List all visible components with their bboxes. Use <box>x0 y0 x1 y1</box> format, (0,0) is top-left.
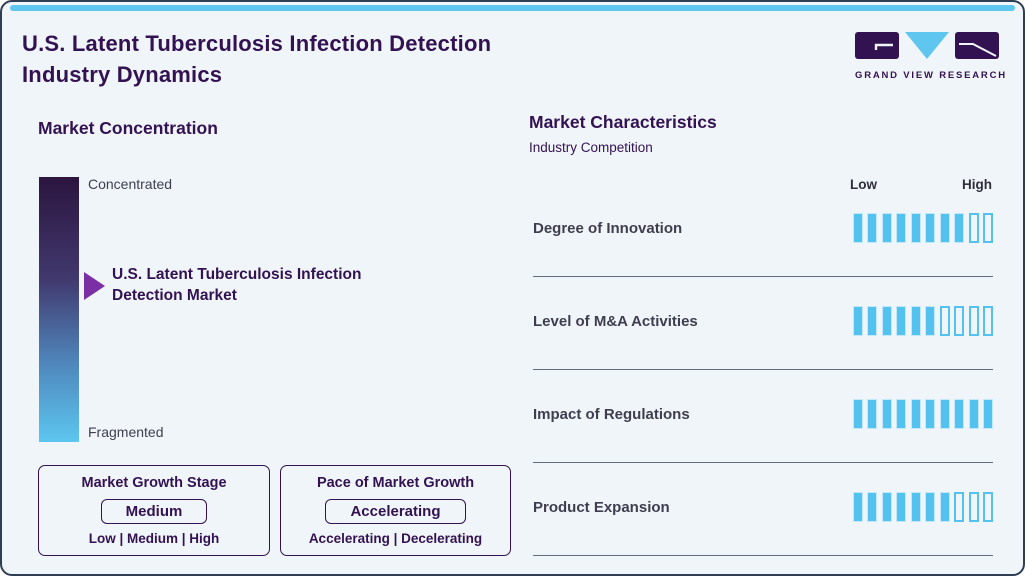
market-position-arrow-icon <box>84 272 105 300</box>
page-title-line2: Industry Dynamics <box>22 62 223 87</box>
tick-empty <box>954 306 964 336</box>
market-position-label-line2: Detection Market <box>112 287 237 304</box>
tick-filled <box>867 399 877 429</box>
industry-competition-subheading: Industry Competition <box>529 140 653 155</box>
tick-filled <box>867 306 877 336</box>
tick-filled <box>896 306 906 336</box>
tick-filled <box>867 492 877 522</box>
characteristic-row-block: Product Expansion <box>529 477 995 570</box>
top-accent-bar <box>10 5 1015 11</box>
tick-empty <box>954 492 964 522</box>
page-title: U.S. Latent Tuberculosis Infection Detec… <box>22 28 491 90</box>
gvr-logo-icon <box>855 32 999 59</box>
market-position-label-line1: U.S. Latent Tuberculosis Infection <box>112 266 362 283</box>
tick-filled <box>968 399 979 429</box>
growth-stage-title: Market Growth Stage <box>81 475 227 491</box>
characteristics-rows: Degree of Innovation Level of M&A Activi… <box>529 198 995 570</box>
tick-empty <box>983 306 993 336</box>
tick-filled <box>896 492 906 522</box>
scale-labels: Low High <box>529 177 995 197</box>
concentrated-label: Concentrated <box>88 176 173 192</box>
tick-empty <box>968 306 979 336</box>
tick-filled <box>896 213 906 243</box>
market-characteristics-header: Market Characteristics Industry Competit… <box>529 112 995 197</box>
tick-filled <box>852 306 863 336</box>
growth-stage-options: Low | Medium | High <box>88 531 220 546</box>
pace-options: Accelerating | Decelerating <box>308 531 483 546</box>
rating-ticks <box>852 492 993 522</box>
market-position-label: U.S. Latent Tuberculosis Infection Detec… <box>112 264 361 306</box>
tick-filled <box>910 492 921 522</box>
tick-filled <box>852 213 863 243</box>
tick-filled <box>954 213 964 243</box>
scale-low-label: Low <box>850 177 877 192</box>
characteristic-row-block: Impact of Regulations <box>529 384 995 477</box>
rating-ticks <box>852 213 993 243</box>
tick-filled <box>925 213 935 243</box>
tick-filled <box>852 492 863 522</box>
logo-g-notch <box>874 43 893 50</box>
tick-filled <box>881 306 892 336</box>
tick-empty <box>939 306 950 336</box>
tick-filled <box>939 492 950 522</box>
tick-filled <box>939 213 950 243</box>
grand-view-research-logo: GRAND VIEW RESEARCH <box>855 31 1007 81</box>
logo-v-triangle <box>905 32 949 59</box>
characteristic-row: Product Expansion <box>533 491 993 523</box>
tick-filled <box>910 306 921 336</box>
tick-filled <box>881 399 892 429</box>
characteristic-label: Product Expansion <box>533 498 670 516</box>
row-separator <box>533 276 993 277</box>
characteristic-label: Level of M&A Activities <box>533 312 698 330</box>
row-separator <box>533 462 993 463</box>
tick-filled <box>867 213 877 243</box>
gvr-logo-text: GRAND VIEW RESEARCH <box>855 70 1007 81</box>
tick-filled <box>954 399 964 429</box>
market-growth-stage-box: Market Growth Stage Medium Low | Medium … <box>38 465 270 556</box>
tick-filled <box>881 492 892 522</box>
characteristic-row: Degree of Innovation <box>533 212 993 244</box>
rating-ticks <box>852 399 993 429</box>
tick-filled <box>939 399 950 429</box>
pace-value: Accelerating <box>325 498 466 524</box>
growth-stage-value: Medium <box>100 498 208 524</box>
tick-filled <box>852 399 863 429</box>
logo-r-notch <box>959 43 997 57</box>
tick-empty <box>983 492 993 522</box>
characteristic-row-block: Level of M&A Activities <box>529 291 995 384</box>
tick-filled <box>925 492 935 522</box>
tick-filled <box>881 213 892 243</box>
market-concentration-heading: Market Concentration <box>38 118 218 138</box>
pace-title: Pace of Market Growth <box>316 475 475 491</box>
tick-empty <box>983 213 993 243</box>
tick-filled <box>983 399 993 429</box>
characteristic-row: Level of M&A Activities <box>533 305 993 337</box>
tick-filled <box>910 213 921 243</box>
characteristic-label: Degree of Innovation <box>533 219 683 237</box>
page-title-line1: U.S. Latent Tuberculosis Infection Detec… <box>22 31 492 56</box>
tick-empty <box>968 213 979 243</box>
row-separator <box>533 555 993 556</box>
rating-ticks <box>852 306 993 336</box>
scale-high-label: High <box>962 177 992 192</box>
characteristic-label: Impact of Regulations <box>533 405 690 423</box>
tick-filled <box>910 399 921 429</box>
fragmented-label: Fragmented <box>88 424 164 440</box>
characteristic-row: Impact of Regulations <box>533 398 993 430</box>
tick-empty <box>968 492 979 522</box>
tick-filled <box>925 306 935 336</box>
characteristic-row-block: Degree of Innovation <box>529 198 995 291</box>
row-separator <box>533 369 993 370</box>
pace-of-growth-box: Pace of Market Growth Accelerating Accel… <box>280 465 511 556</box>
tick-filled <box>896 399 906 429</box>
market-characteristics-heading: Market Characteristics <box>529 112 717 132</box>
tick-filled <box>925 399 935 429</box>
concentration-gradient-bar <box>39 177 79 442</box>
